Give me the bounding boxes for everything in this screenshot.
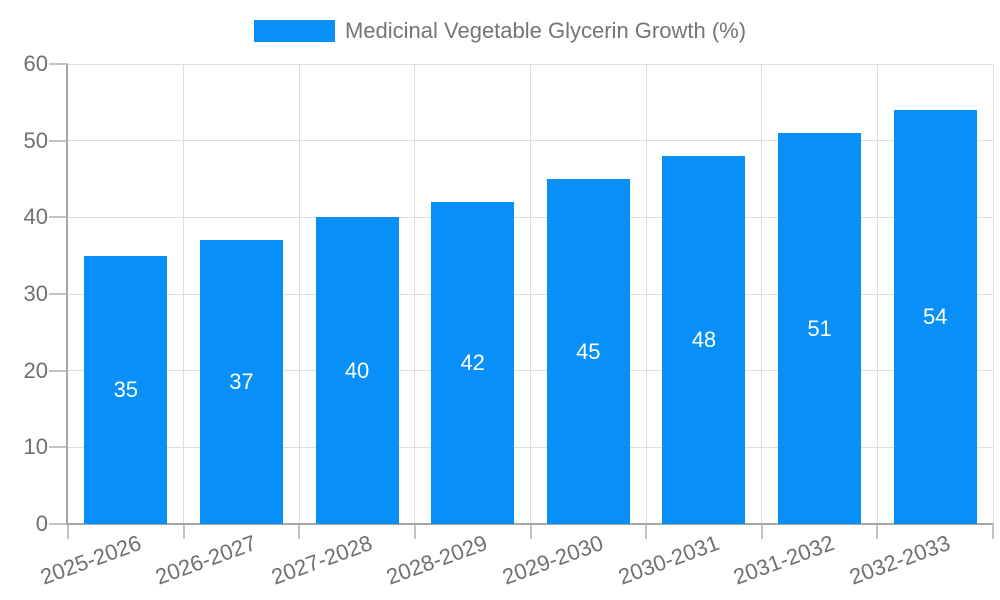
- legend-swatch-icon: [253, 20, 335, 42]
- y-axis-tick: [49, 446, 68, 449]
- bar-2030-2031[interactable]: [662, 156, 746, 524]
- bar-value-label: 35: [113, 376, 139, 402]
- y-axis-label: 60: [23, 51, 48, 76]
- x-axis-tick: [529, 524, 532, 539]
- gridline-vertical: [414, 64, 416, 524]
- gridline-vertical: [992, 64, 994, 524]
- y-axis-label: 0: [35, 511, 48, 536]
- bar-2032-2033[interactable]: [893, 110, 977, 524]
- x-axis-tick: [992, 524, 994, 539]
- y-axis-tick: [49, 369, 68, 372]
- y-axis-tick: [49, 63, 68, 65]
- bar-2025-2026[interactable]: [84, 255, 168, 524]
- bar-2031-2032[interactable]: [778, 133, 862, 524]
- bar-value-label: 45: [576, 338, 601, 364]
- y-axis-tick: [49, 293, 68, 295]
- bar-value-label: 54: [922, 304, 948, 329]
- x-axis-label: 2026-2027: [152, 530, 260, 590]
- x-axis-label: 2031-2032: [730, 530, 838, 590]
- x-axis-line: [66, 523, 993, 525]
- gridline-vertical: [183, 64, 185, 524]
- bar-2029-2030[interactable]: [546, 179, 630, 524]
- bar-value-label: 48: [691, 327, 717, 352]
- legend-series-label: Medicinal Vegetable Glycerin Growth (%): [344, 18, 747, 43]
- x-axis-tick: [645, 524, 648, 539]
- y-axis-label: 20: [23, 357, 48, 383]
- x-axis-tick: [760, 524, 763, 539]
- y-axis-tick: [49, 139, 68, 142]
- y-axis-label: 50: [23, 127, 48, 153]
- x-axis-label: 2025-2026: [36, 530, 145, 590]
- gridline-vertical: [298, 64, 300, 524]
- bar-2028-2029[interactable]: [431, 202, 515, 524]
- legend[interactable]: Medicinal Vegetable Glycerin Growth (%): [0, 13, 1000, 49]
- gridline-vertical: [645, 64, 647, 524]
- x-axis-tick: [413, 524, 416, 539]
- bar-2027-2028[interactable]: [315, 217, 399, 524]
- bar-2026-2027[interactable]: [199, 240, 283, 524]
- x-axis-tick: [67, 524, 69, 539]
- x-axis-label: 2028-2029: [383, 530, 491, 590]
- y-axis-tick: [49, 523, 68, 525]
- gridline-vertical: [530, 64, 531, 524]
- x-axis-tick: [876, 524, 879, 539]
- gridline-vertical: [876, 64, 878, 524]
- bar-value-label: 42: [460, 350, 485, 375]
- bar-value-label: 40: [344, 357, 370, 383]
- x-axis-label: 2030-2031: [614, 530, 723, 590]
- x-axis-tick: [182, 524, 185, 539]
- x-axis-label: 2032-2033: [845, 530, 954, 590]
- y-axis-label: 30: [23, 281, 48, 306]
- x-axis-label: 2029-2030: [499, 530, 607, 590]
- y-axis-label: 10: [23, 434, 48, 460]
- bar-value-label: 51: [807, 315, 832, 341]
- bar-value-label: 37: [229, 369, 254, 395]
- y-axis-label: 40: [23, 204, 48, 230]
- x-axis-label: 2027-2028: [267, 530, 376, 590]
- gridline-vertical: [761, 64, 763, 524]
- y-axis-tick: [49, 216, 68, 219]
- x-axis-tick: [298, 524, 301, 539]
- y-axis-line: [66, 64, 68, 524]
